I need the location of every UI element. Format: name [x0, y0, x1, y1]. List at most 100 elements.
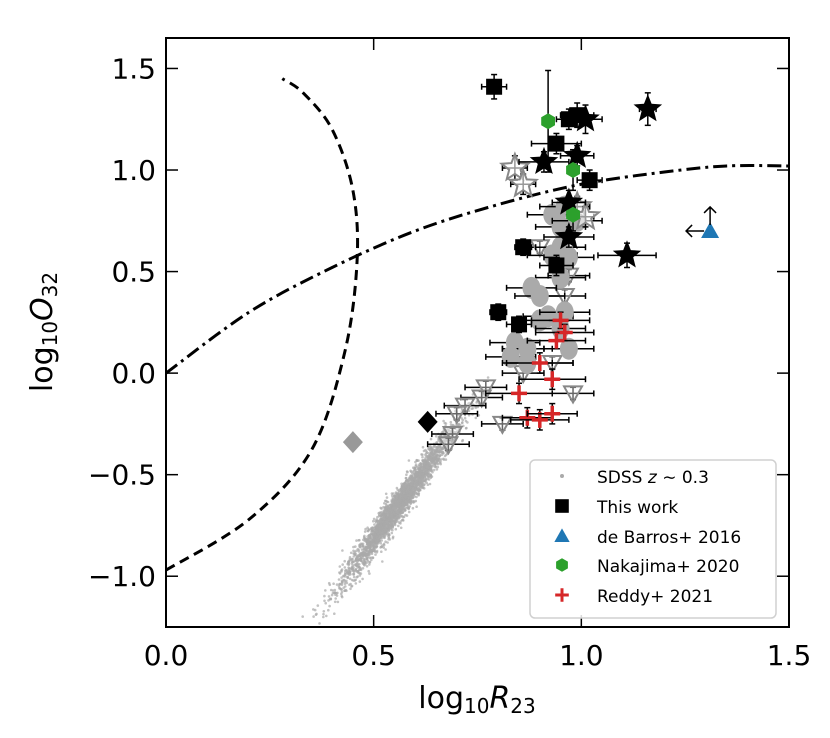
sdss-point: [390, 523, 393, 526]
sdss-point: [322, 612, 325, 616]
sdss-point: [426, 483, 430, 487]
sdss-point: [436, 465, 440, 469]
sdss-point: [366, 526, 369, 529]
star-point: [554, 222, 584, 250]
sdss-point: [368, 563, 371, 566]
sdss-point: [421, 453, 424, 457]
sdss-point: [412, 492, 416, 495]
sdss-point: [405, 473, 408, 477]
sdss-point: [405, 492, 408, 495]
y-tick-label: 0.0: [111, 357, 156, 390]
sdss-point: [399, 526, 403, 530]
sdss-point: [365, 565, 369, 568]
sdss-point: [361, 561, 365, 565]
sdss-point: [354, 578, 358, 582]
sdss-point: [457, 422, 461, 426]
sdss-point: [399, 507, 402, 511]
sdss-point: [335, 583, 339, 586]
sdss-point: [375, 526, 378, 530]
sdss-point: [396, 500, 400, 504]
down-triangle-point: [437, 436, 460, 456]
sdss-point: [367, 569, 371, 573]
star-point: [571, 104, 600, 132]
sdss-point: [325, 614, 328, 618]
sdss-point: [345, 589, 348, 593]
sdss-point: [400, 482, 403, 486]
sdss-point: [332, 582, 335, 585]
sdss-point: [408, 505, 412, 508]
sdss-point: [409, 486, 413, 489]
sdss-point: [415, 495, 418, 499]
sdss-point: [404, 513, 407, 517]
x-tick-label: 1.0: [559, 639, 604, 672]
sdss-point: [427, 458, 430, 461]
sdss-point: [376, 541, 380, 544]
sdss-point: [323, 594, 326, 598]
sdss-point: [371, 529, 375, 532]
sdss-point: [417, 492, 420, 496]
sdss-point: [379, 546, 382, 549]
open-star-point: [498, 151, 531, 182]
legend-markers: [554, 474, 570, 602]
sdss-point: [347, 563, 351, 567]
sdss-point: [380, 507, 383, 510]
sdss-point: [291, 646, 294, 649]
legend-marker-hexagon: [556, 558, 568, 572]
sdss-point: [350, 584, 354, 588]
y-tick-label: −0.5: [88, 459, 156, 492]
sdss-point: [438, 461, 442, 465]
sdss-point: [384, 507, 388, 510]
sdss-point: [301, 615, 305, 618]
curves: [166, 77, 789, 572]
sdss-point: [381, 517, 384, 521]
sdss-point: [394, 518, 397, 521]
legend-box: [529, 459, 777, 619]
sdss-point: [393, 523, 397, 527]
sdss-point: [350, 567, 354, 570]
series-this-work-diamonds: [417, 410, 438, 433]
sdss-point: [424, 468, 428, 472]
sdss-point: [421, 459, 425, 463]
sdss-point: [425, 450, 428, 453]
sdss-point: [354, 569, 358, 572]
sdss-point: [372, 538, 375, 542]
axis-ticks: 0.0 0.5 1.0 1.5 −1.0 −0.5 0.0 0.5 1.0 1.5: [88, 38, 811, 672]
sdss-point: [425, 481, 428, 485]
x-tick-label: 0.5: [351, 639, 396, 672]
sdss-point: [361, 577, 364, 581]
sdss-point: [398, 495, 402, 499]
sdss-point: [354, 582, 358, 585]
sdss-point: [338, 565, 342, 568]
sdss-point: [340, 570, 343, 573]
sdss-point: [435, 447, 439, 450]
sdss-point: [385, 504, 389, 507]
sdss-point: [435, 468, 439, 471]
sdss-point: [373, 523, 376, 526]
sdss-point: [340, 576, 343, 579]
square-point: [548, 135, 565, 152]
sdss-point: [380, 539, 384, 542]
sdss-point: [345, 581, 349, 585]
sdss-point: [358, 568, 361, 572]
sdss-point: [474, 416, 478, 420]
sdss-point: [402, 489, 406, 493]
series-nakajima-2020: [541, 69, 580, 232]
sdss-point: [382, 524, 386, 528]
sdss-point: [407, 486, 410, 490]
sdss-point: [368, 550, 372, 554]
sdss-point: [417, 475, 421, 478]
sdss-point: [409, 492, 413, 496]
sdss-point: [366, 542, 370, 546]
sdss-point: [437, 439, 440, 442]
sdss-point: [392, 500, 395, 504]
sdss-point: [411, 506, 415, 510]
sdss-point: [358, 566, 361, 569]
hexagon-point: [566, 162, 580, 178]
sdss-point: [364, 527, 367, 531]
sdss-point: [350, 557, 354, 561]
sdss-point: [362, 554, 365, 557]
sdss-point: [444, 439, 447, 443]
sdss-point: [333, 591, 336, 595]
sdss-point: [391, 528, 394, 532]
sdss-point: [303, 644, 306, 647]
